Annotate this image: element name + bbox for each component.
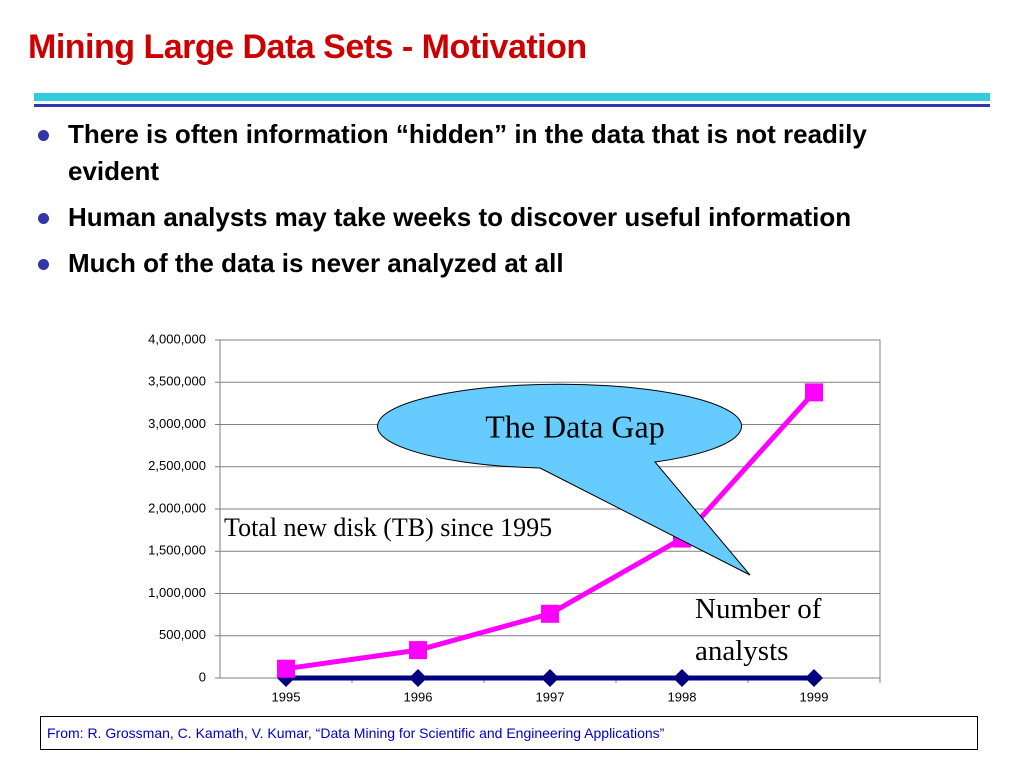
callout <box>377 383 751 576</box>
y-tick-label: 3,500,000 <box>148 374 206 389</box>
y-tick-label: 2,000,000 <box>148 500 206 515</box>
rule <box>34 93 990 101</box>
y-tick-label: 3,000,000 <box>148 416 206 431</box>
marker <box>805 383 823 402</box>
x-tick-label: 1998 <box>668 689 697 704</box>
marker <box>409 669 427 687</box>
series-label: Number of analysts <box>695 593 822 667</box>
marker <box>673 669 691 687</box>
rule <box>34 104 990 107</box>
marker <box>277 659 295 678</box>
y-tick-label: 4,000,000 <box>148 331 206 346</box>
x-tick-label: 1997 <box>536 689 565 704</box>
x-tick-label: 1996 <box>404 689 433 704</box>
y-tick-label: 0 <box>199 669 206 684</box>
y-tick-label: 1,000,000 <box>148 585 206 600</box>
bullet-list: There is often information “hidden” in t… <box>34 116 934 291</box>
marker <box>409 641 427 660</box>
y-tick-label: 2,500,000 <box>148 458 206 473</box>
y-tick-label: 500,000 <box>159 627 206 642</box>
x-tick-label: 1999 <box>800 689 829 704</box>
callout-text: The Data Gap <box>485 408 664 444</box>
bullet: There is often information “hidden” in t… <box>34 116 934 190</box>
bullet: Much of the data is never analyzed at al… <box>34 245 934 282</box>
series-label: Total new disk (TB) since 1995 <box>224 513 552 542</box>
marker <box>805 669 823 687</box>
marker <box>541 604 559 623</box>
x-tick-label: 1995 <box>272 689 301 704</box>
y-tick-label: 1,500,000 <box>148 543 206 558</box>
footer: From: R. Grossman, C. Kamath, V. Kumar, … <box>40 716 978 750</box>
slide-title: Mining Large Data Sets - Motivation <box>28 28 587 66</box>
bullet: Human analysts may take weeks to discove… <box>34 199 934 236</box>
marker <box>541 669 559 687</box>
